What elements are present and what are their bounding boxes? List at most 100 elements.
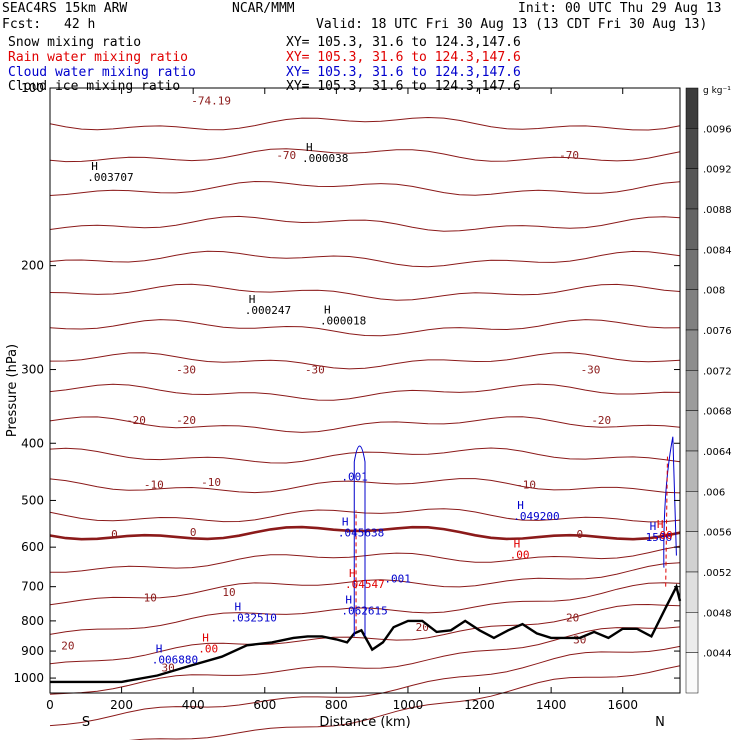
colorbar-tick-label: .0092 [703, 165, 732, 176]
temperature-contour [49, 116, 681, 131]
temperature-contour [49, 148, 681, 163]
contour-label: -30 [305, 364, 325, 377]
valid-time: Valid: 18 UTC Fri 30 Aug 13 (13 CDT Fri … [316, 17, 708, 32]
colorbar-tick-label: .006 [703, 487, 725, 498]
y-tick-label: 700 [21, 580, 44, 594]
colorbar-cell [685, 370, 699, 411]
contour-label: 0 [576, 528, 583, 541]
max-marker: H [306, 141, 313, 154]
x-tick-label: 1600 [607, 698, 638, 712]
temperature-contour [49, 416, 681, 433]
temperature-contours: -74.19 -70 -70 -30 -30 -30 -20 -20 -20 -10 -10 -10 0… [49, 95, 681, 740]
colorbar-cell [685, 249, 699, 290]
x-tick-label: 1000 [393, 698, 424, 712]
contour-label: 20 [61, 639, 74, 652]
contour-label: -30 [176, 364, 196, 377]
legend-rain-label: Rain water mixing ratio [8, 50, 189, 65]
north-label: N [655, 715, 665, 730]
colorbar: .0096 .0092 .0088 .0084 .008 .0076 .0072 .0068.… [685, 86, 732, 694]
colorbar-cell [685, 329, 699, 371]
colorbar-tick-label: .0072 [703, 366, 732, 377]
colorbar-tick-label: .0048 [703, 608, 732, 619]
colorbar-cell [685, 531, 699, 573]
temperature-contour [49, 383, 681, 401]
max-value: .045638 [338, 526, 384, 539]
contour-label: -70 [559, 149, 579, 162]
y-tick-label: 1000 [13, 671, 44, 685]
max-marker: H [349, 567, 356, 580]
colorbar-cell [685, 289, 699, 331]
colorbar-tick-label: .0096 [703, 124, 732, 135]
legend-cloud-water-label: Cloud water mixing ratio [8, 65, 196, 80]
x-tick-label: 600 [253, 698, 276, 712]
colorbar-cell [685, 87, 699, 129]
x-axis-label: Distance (km) [319, 715, 410, 730]
contour-label: -74.19 [191, 95, 231, 108]
max-marker: H [324, 304, 331, 317]
contour-label: 0 [111, 528, 118, 541]
contour-label: -10 [516, 479, 536, 492]
y-tick-label: 800 [21, 614, 44, 628]
legend-cloud-water-xy: XY= 105.3, 31.6 to 124.3,147.6 [286, 65, 521, 80]
colorbar-cell [685, 612, 699, 653]
cloud-water-column-north [663, 436, 677, 568]
contour-label: -10 [144, 479, 164, 492]
temperature-contour [49, 319, 681, 337]
x-tick-label: 400 [182, 698, 205, 712]
model-title: SEAC4RS 15km ARW [2, 1, 128, 16]
y-tick-label: 100 [21, 81, 44, 95]
colorbar-unit: g kg⁻¹ [703, 86, 731, 96]
legend-snow-xy: XY= 105.3, 31.6 to 124.3,147.6 [286, 35, 521, 50]
contour-label: 10 [144, 591, 157, 604]
colorbar-tick-label: .008 [703, 286, 725, 297]
legend-snow-label: Snow mixing ratio [8, 35, 142, 50]
colorbar-cell [685, 128, 699, 169]
x-tick-label: 0 [46, 698, 54, 712]
max-value: .049200 [513, 510, 559, 523]
max-value: 1586 [646, 531, 673, 544]
max-value: .032510 [230, 611, 276, 624]
colorbar-tick-label: .0084 [703, 245, 732, 256]
forecast-label: Fcst: [2, 17, 42, 32]
temperature-contour [49, 352, 681, 370]
temperature-contour [49, 626, 681, 695]
colorbar-cell [685, 168, 699, 210]
legend-rain-xy: XY= 105.3, 31.6 to 124.3,147.6 [286, 50, 521, 65]
max-value: .00 [198, 642, 218, 655]
south-label: S [82, 715, 90, 730]
y-tick-label: 200 [21, 259, 44, 273]
colorbar-tick-label: .0068 [703, 407, 732, 418]
y-tick-label: 600 [21, 540, 44, 554]
max-value: .001 [341, 470, 368, 483]
colorbar-cell [685, 652, 699, 694]
x-tick-label: 800 [325, 698, 348, 712]
contour-label: -70 [276, 149, 296, 162]
colorbar-tick-label: .0052 [703, 568, 732, 579]
legend-cloud-ice-xy: XY= 105.3, 31.6 to 124.3,147.6 [286, 79, 521, 94]
max-value: .001 [384, 572, 411, 585]
colorbar-cell [685, 410, 699, 452]
temperature-contour [49, 447, 681, 464]
max-value: .062615 [341, 605, 387, 618]
contour-label: 0 [190, 526, 197, 539]
max-marker: H [249, 293, 256, 306]
max-marker: H [156, 643, 163, 656]
contour-label: -20 [176, 414, 196, 427]
temperature-contour [128, 665, 681, 740]
terrain-line [50, 583, 682, 684]
colorbar-cell [685, 450, 699, 492]
max-marker: H [234, 600, 241, 613]
x-tick-label: 200 [110, 698, 133, 712]
colorbar-cell [685, 491, 699, 532]
colorbar-tick-label: .0088 [703, 205, 732, 216]
center-label: NCAR/MMM [232, 1, 295, 16]
forecast-hours: 42 h [64, 17, 96, 32]
y-tick-label: 400 [21, 436, 44, 450]
temperature-contour [49, 645, 681, 727]
contour-label: 20 [566, 612, 579, 625]
max-marker: H [657, 518, 664, 531]
contour-label: -20 [126, 414, 146, 427]
max-marker: H [91, 160, 98, 173]
